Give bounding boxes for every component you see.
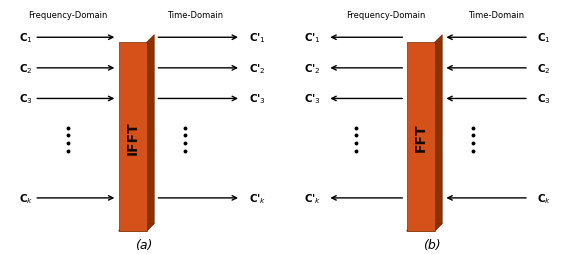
Text: C'$_k$: C'$_k$ — [305, 191, 322, 205]
Text: C'$_3$: C'$_3$ — [249, 92, 266, 106]
Text: C'$_1$: C'$_1$ — [305, 31, 321, 45]
Bar — [119, 43, 146, 231]
Text: C'$_2$: C'$_2$ — [305, 62, 321, 75]
Text: C$_2$: C$_2$ — [19, 62, 33, 75]
Text: Time-Domain: Time-Domain — [468, 11, 524, 20]
Text: Frequency-Domain: Frequency-Domain — [346, 11, 426, 20]
Polygon shape — [119, 224, 154, 231]
Bar — [407, 43, 434, 231]
Text: C$_3$: C$_3$ — [537, 92, 550, 106]
Polygon shape — [434, 36, 442, 231]
Text: C$_2$: C$_2$ — [537, 62, 550, 75]
Text: C'$_2$: C'$_2$ — [249, 62, 266, 75]
Text: C$_1$: C$_1$ — [19, 31, 33, 45]
Text: C'$_1$: C'$_1$ — [249, 31, 266, 45]
Polygon shape — [407, 224, 442, 231]
Text: C$_k$: C$_k$ — [537, 191, 551, 205]
Text: IFFT: IFFT — [126, 120, 139, 154]
Text: Frequency-Domain: Frequency-Domain — [28, 11, 107, 20]
Text: (b): (b) — [423, 239, 441, 251]
Text: C'$_k$: C'$_k$ — [249, 191, 266, 205]
Text: Time-Domain: Time-Domain — [167, 11, 223, 20]
Text: C$_1$: C$_1$ — [537, 31, 550, 45]
Text: C$_k$: C$_k$ — [19, 191, 33, 205]
Polygon shape — [146, 36, 154, 231]
Text: C'$_3$: C'$_3$ — [305, 92, 321, 106]
Text: C$_3$: C$_3$ — [19, 92, 33, 106]
Text: FFT: FFT — [414, 123, 427, 151]
Text: (a): (a) — [135, 239, 153, 251]
